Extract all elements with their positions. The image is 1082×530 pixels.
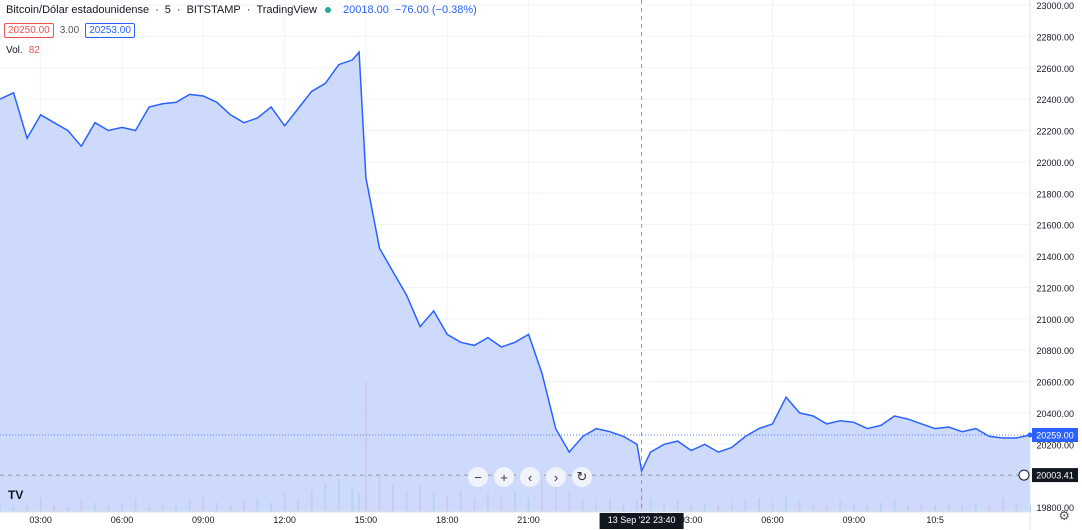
volume-legend: Vol. 82 xyxy=(6,45,40,56)
price-line xyxy=(0,50,1031,474)
crosshair-price-bg xyxy=(1032,468,1078,483)
interval[interactable]: 5 xyxy=(164,4,171,16)
scroll-right-button[interactable]: › xyxy=(546,467,566,487)
y-axis: 19800.0020000.0020200.0020400.0020600.00… xyxy=(1029,0,1074,530)
zoom-out-button[interactable]: − xyxy=(468,467,488,487)
x-tick-label: 09:00 xyxy=(843,515,866,525)
spread-value: 3.00 xyxy=(59,25,80,36)
y-tick-label: 20200.00 xyxy=(1036,440,1074,450)
y-tick-label: 22200.00 xyxy=(1036,127,1074,137)
current-price-label: 20259.00 xyxy=(1036,430,1074,440)
x-tick-label: 12:00 xyxy=(273,515,296,525)
crosshair-date-bg xyxy=(599,513,684,529)
symbol-name[interactable]: Bitcoin/Dólar estadounidense xyxy=(6,4,150,16)
source: TradingView xyxy=(256,4,317,16)
reset-button[interactable]: ↻ xyxy=(572,467,592,487)
y-tick-label: 23000.00 xyxy=(1036,1,1074,11)
last-price: 20018.00 xyxy=(342,4,389,16)
x-tick-label: 09:00 xyxy=(192,515,215,525)
y-tick-label: 19800.00 xyxy=(1036,503,1074,513)
x-tick-label: 15:00 xyxy=(355,515,378,525)
price-change: −76.00 (−0.38%) xyxy=(394,4,477,16)
y-tick-label: 20800.00 xyxy=(1036,346,1074,356)
market-status-icon xyxy=(324,7,331,13)
ask-price[interactable]: 20253.00 xyxy=(85,23,135,38)
current-price-bg xyxy=(1032,427,1078,442)
x-tick-label: 03:00 xyxy=(680,515,703,525)
y-tick-label: 22800.00 xyxy=(1036,32,1074,42)
chart-legend: Bitcoin/Dólar estadounidense · 5 · BITST… xyxy=(6,4,477,16)
y-tick-label: 21200.00 xyxy=(1036,283,1074,293)
x-tick-label: 21:00 xyxy=(517,515,540,525)
x-tick-label: 10:5 xyxy=(926,515,944,525)
y-tick-label: 21800.00 xyxy=(1036,189,1074,199)
y-tick-label: 20600.00 xyxy=(1036,378,1074,388)
crosshair-date-label: 13 Sep '22 23:40 xyxy=(608,515,676,525)
plus-circle-icon xyxy=(1018,469,1030,481)
scroll-left-button[interactable]: ‹ xyxy=(520,467,540,487)
crosshair xyxy=(0,0,1030,512)
zoom-in-button[interactable]: + xyxy=(494,467,514,487)
last-point xyxy=(1027,432,1033,438)
crosshair-price-label: 20003.41 xyxy=(1036,471,1074,481)
chart-nav: − + ‹ › ↻ xyxy=(468,467,592,487)
volume-label: Vol. xyxy=(6,45,23,56)
bid-price[interactable]: 20250.00 xyxy=(4,23,54,38)
volume-value: 82 xyxy=(28,45,40,56)
y-tick-label: 22600.00 xyxy=(1036,64,1074,74)
x-tick-label: 06:00 xyxy=(761,515,784,525)
gear-icon[interactable]: ⚙ xyxy=(1058,508,1070,523)
y-tick-label: 21400.00 xyxy=(1036,252,1074,262)
tradingview-logo[interactable]: TV xyxy=(8,488,24,502)
y-tick-label: 21000.00 xyxy=(1036,315,1074,325)
axis-labels: 13 Sep '22 23:40 20259.00 20003.41 xyxy=(599,427,1078,529)
y-tick-label: 20400.00 xyxy=(1036,409,1074,419)
y-tick-label: 22000.00 xyxy=(1036,158,1074,168)
x-tick-label: 03:00 xyxy=(29,515,52,525)
exchange: BITSTAMP xyxy=(186,4,241,16)
y-tick-label: 21600.00 xyxy=(1036,221,1074,231)
quote-panel: 20250.00 3.00 20253.00 xyxy=(4,23,135,38)
x-tick-label: 18:00 xyxy=(436,515,459,525)
y-tick-label: 22400.00 xyxy=(1036,95,1074,105)
x-tick-label: 06:00 xyxy=(111,515,134,525)
x-axis: 03:00 06:00 09:00 12:00 15:00 18:00 21:00 03:00… xyxy=(0,511,1030,525)
price-area xyxy=(0,52,1030,512)
